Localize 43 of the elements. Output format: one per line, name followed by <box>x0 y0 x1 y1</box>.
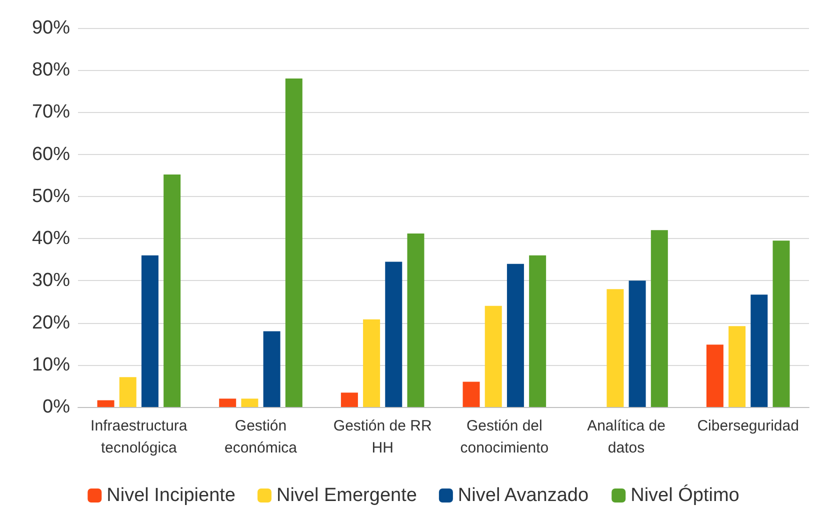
x-tick-label: Analítica de datos <box>587 418 666 456</box>
bar <box>506 264 524 407</box>
y-tick-label: 10% <box>32 354 70 376</box>
bar <box>363 319 380 407</box>
y-tick-label: 80% <box>32 60 70 81</box>
bar <box>97 400 114 407</box>
x-tick-label: Ciberseguridad <box>697 418 799 434</box>
bar <box>141 255 158 407</box>
bar <box>219 398 236 407</box>
bar <box>650 230 668 407</box>
bar <box>285 78 302 407</box>
bar <box>772 240 790 407</box>
y-tick-label: 40% <box>32 228 70 250</box>
y-tick-label: 50% <box>32 186 70 207</box>
bar <box>484 306 502 407</box>
x-tick-label: Gestión de RR HH <box>333 418 432 456</box>
bar <box>628 280 646 407</box>
y-tick-label: 90% <box>32 18 70 38</box>
legend-label: Nivel Avanzado <box>458 485 589 506</box>
legend-label: Nivel Óptimo <box>630 484 740 506</box>
legend-label: Nivel Emergente <box>276 485 417 506</box>
x-tick-label: Gestión económica <box>224 418 298 456</box>
bar <box>164 174 181 407</box>
bar <box>462 382 480 407</box>
bar <box>241 398 258 407</box>
y-tick-label: 30% <box>32 270 70 292</box>
y-tick-label: 0% <box>42 396 70 418</box>
bar <box>340 392 358 407</box>
bar <box>750 294 768 407</box>
bar <box>529 255 546 407</box>
bar <box>407 234 424 407</box>
y-tick-label: 70% <box>32 102 70 123</box>
bar <box>263 331 280 407</box>
legend-label: Nivel Incipiente <box>106 485 236 506</box>
bar <box>606 289 624 407</box>
x-tick-label: Infraestructura tecnológica <box>90 418 188 456</box>
bar <box>728 326 746 407</box>
bar <box>119 377 136 407</box>
bar <box>706 344 724 407</box>
y-tick-label: 20% <box>32 312 70 334</box>
x-tick-label: Gestión del conocimiento <box>460 418 549 456</box>
bar <box>385 262 402 407</box>
y-tick-label: 60% <box>32 144 70 165</box>
